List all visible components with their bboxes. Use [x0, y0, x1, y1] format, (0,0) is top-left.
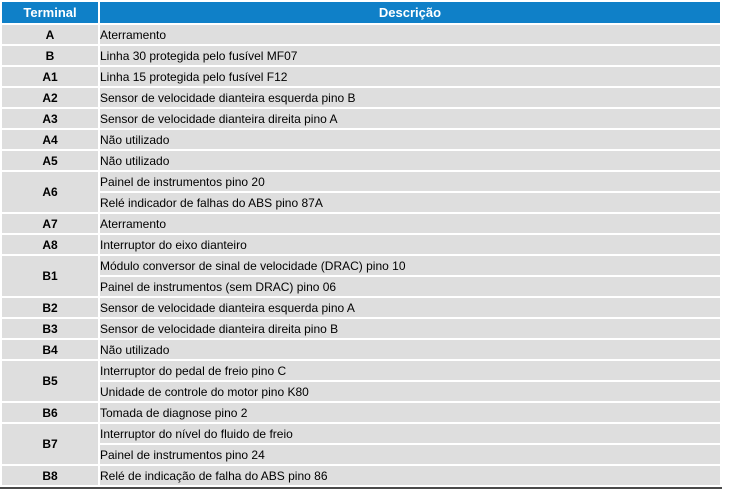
description-cell: Não utilizado [100, 340, 720, 359]
terminal-cell: A7 [2, 214, 98, 233]
table-row: Relé indicador de falhas do ABS pino 87A [2, 193, 720, 212]
terminal-cell: B2 [2, 298, 98, 317]
description-cell: Tomada de diagnose pino 2 [100, 403, 720, 422]
terminal-cell: A6 [2, 172, 98, 212]
description-cell: Unidade de controle do motor pino K80 [100, 382, 720, 401]
table-row: A2 Sensor de velocidade dianteira esquerd… [2, 88, 720, 107]
table-row: B7 Interruptor do nível do fluido de frei… [2, 424, 720, 464]
description-cell: Sensor de velocidade dianteira direita p… [100, 109, 720, 128]
table-row: A8 Interruptor do eixo dianteiro [2, 235, 720, 254]
terminal-cell: A4 [2, 130, 98, 149]
terminal-cell: B8 [2, 466, 98, 485]
description-cell: Interruptor do pedal de freio pino C [100, 361, 720, 380]
table-row: B8 Relé de indicação de falha do ABS pino… [2, 466, 720, 485]
table-row: A7 Aterramento [2, 214, 720, 233]
terminal-cell: B1 [2, 256, 98, 296]
terminal-cell: A8 [2, 235, 98, 254]
table-row: B Linha 30 protegida pelo fusível MF07 [2, 46, 720, 65]
terminal-cell: B5 [2, 361, 98, 401]
terminal-description-table: Terminal Descrição A Aterramento B Linha 30… [0, 2, 722, 489]
table-body: A Aterramento B Linha 30 protegida pelo fus… [2, 25, 720, 485]
description-cell: Relé indicador de falhas do ABS pino 87A [100, 193, 720, 212]
description-cell: Módulo conversor de sinal de velocidade … [100, 256, 720, 275]
table-row: B2 Sensor de velocidade dianteira esquerd… [2, 298, 720, 317]
terminal-cell: A [2, 25, 98, 44]
table-row: B4 Não utilizado [2, 340, 720, 359]
description-cell: Sensor de velocidade dianteira esquerda … [100, 298, 720, 317]
description-cell: Painel de instrumentos pino 24 [100, 445, 720, 464]
table-row: Painel de instrumentos pino 24 [2, 445, 720, 464]
table-row: B3 Sensor de velocidade dianteira direita… [2, 319, 720, 338]
table-row: B1 Módulo conversor de sinal de velocidad… [2, 256, 720, 296]
table-row: A1 Linha 15 protegida pelo fusível F12 [2, 67, 720, 86]
terminal-cell: B6 [2, 403, 98, 422]
table-row: A6 Painel de instrumentos pino 20 [2, 172, 720, 212]
table-row: B6 Tomada de diagnose pino 2 [2, 403, 720, 422]
description-cell: Linha 30 protegida pelo fusível MF07 [100, 46, 720, 65]
table-row: B5 Interruptor do pedal de freio pino C [2, 361, 720, 401]
description-cell: Não utilizado [100, 151, 720, 170]
description-cell: Não utilizado [100, 130, 720, 149]
table-row: A Aterramento [2, 25, 720, 44]
description-cell: Relé de indicação de falha do ABS pino 8… [100, 466, 720, 485]
table-row: Unidade de controle do motor pino K80 [2, 382, 720, 401]
description-cell: Linha 15 protegida pelo fusível F12 [100, 67, 720, 86]
terminal-cell: B3 [2, 319, 98, 338]
description-cell: Aterramento [100, 214, 720, 233]
description-cell: Painel de instrumentos pino 20 [100, 172, 720, 191]
terminal-cell: A2 [2, 88, 98, 107]
table-header: Terminal Descrição [2, 2, 720, 23]
column-header-terminal: Terminal [2, 2, 98, 23]
description-cell: Aterramento [100, 25, 720, 44]
table-row: A5 Não utilizado [2, 151, 720, 170]
description-cell: Sensor de velocidade dianteira direita p… [100, 319, 720, 338]
description-cell: Interruptor do nível do fluido de freio [100, 424, 720, 443]
description-cell: Interruptor do eixo dianteiro [100, 235, 720, 254]
table-row: A4 Não utilizado [2, 130, 720, 149]
description-cell: Painel de instrumentos (sem DRAC) pino 0… [100, 277, 720, 296]
description-cell: Sensor de velocidade dianteira esquerda … [100, 88, 720, 107]
column-header-descricao: Descrição [100, 2, 720, 23]
table-row: A3 Sensor de velocidade dianteira direita… [2, 109, 720, 128]
terminal-cell: A1 [2, 67, 98, 86]
table-row: Painel de instrumentos (sem DRAC) pino 0… [2, 277, 720, 296]
terminal-cell: B4 [2, 340, 98, 359]
terminal-cell: B [2, 46, 98, 65]
header-row: Terminal Descrição [2, 2, 720, 23]
terminal-cell: B7 [2, 424, 98, 464]
terminal-cell: A5 [2, 151, 98, 170]
terminal-cell: A3 [2, 109, 98, 128]
